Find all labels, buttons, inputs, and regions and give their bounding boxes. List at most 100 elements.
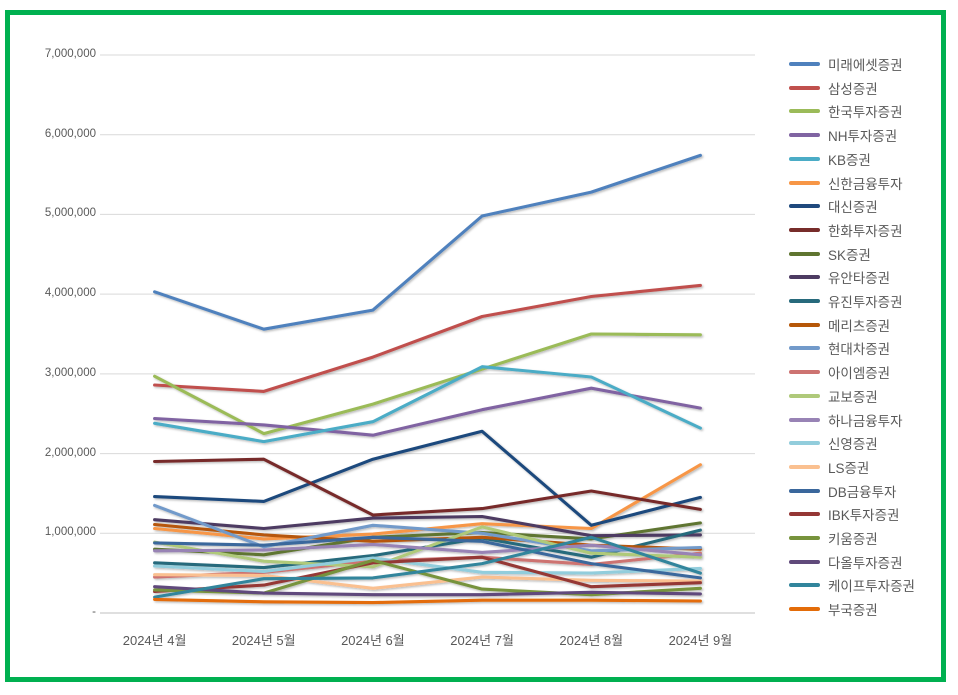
legend-item: 키움증권 xyxy=(789,526,878,550)
legend-label: LS증권 xyxy=(828,460,870,476)
x-tick-label: 2024년 5월 xyxy=(231,633,296,648)
legend-label: 아이엠증권 xyxy=(828,366,891,382)
x-tick-label: 2024년 9월 xyxy=(668,633,733,648)
legend-label: 메리츠증권 xyxy=(828,318,891,334)
series-line xyxy=(153,457,702,517)
legend-item: IBK투자증권 xyxy=(789,502,899,526)
legend-item: 교보증권 xyxy=(789,384,878,408)
legend-swatch-line xyxy=(789,227,820,232)
series-line xyxy=(153,597,702,605)
legend-swatch-line xyxy=(789,85,820,90)
series-line xyxy=(153,535,702,599)
y-tick-label: 7,000,000 xyxy=(44,48,96,60)
legend-label: NH투자증권 xyxy=(828,129,898,145)
legend-item: 하나금융투자 xyxy=(789,408,903,432)
legend-label: 교보증권 xyxy=(828,389,878,405)
legend-swatch-line xyxy=(789,156,820,161)
legend-label: 하나금융투자 xyxy=(828,413,903,429)
legend-swatch-line xyxy=(789,133,820,138)
y-tick-label: 5,000,000 xyxy=(44,207,96,220)
legend-swatch-line xyxy=(789,488,820,493)
legend-item: SK증권 xyxy=(789,242,871,266)
series-line xyxy=(153,535,702,580)
legend-swatch-line xyxy=(789,251,820,256)
legend-item: NH투자증권 xyxy=(789,123,897,147)
legend-item: 현대차증권 xyxy=(789,336,890,360)
legend-item: DB금융투자 xyxy=(789,479,896,503)
y-tick-label: - xyxy=(92,606,96,618)
series-line xyxy=(153,332,702,436)
legend-label: 현대차증권 xyxy=(828,342,891,358)
legend-swatch-line xyxy=(789,62,820,66)
legend-label: 키움증권 xyxy=(828,532,878,547)
legend-item: 부국증권 xyxy=(789,597,878,621)
x-tick-label: 2024년 8월 xyxy=(559,633,624,648)
legend-swatch-line xyxy=(789,180,820,185)
y-tick-label: 2,000,000 xyxy=(44,446,96,459)
legend-swatch-line xyxy=(789,607,820,612)
legend-item: 케이프투자증권 xyxy=(789,573,915,597)
series-lines xyxy=(153,153,702,605)
legend-item: 신영증권 xyxy=(789,431,878,455)
x-tick-label: 2024년 4월 xyxy=(122,633,187,648)
legend-item: 아이엠증권 xyxy=(789,360,890,384)
legend-swatch-line xyxy=(789,299,820,303)
legend-swatch-line xyxy=(789,275,820,280)
legend-item: 대신증권 xyxy=(789,194,878,218)
series-line xyxy=(153,283,702,393)
legend-label: 한국투자증권 xyxy=(828,105,903,121)
y-tick-label: 3,000,000 xyxy=(44,366,96,379)
legend-label: IBK투자증권 xyxy=(828,508,900,524)
series-line xyxy=(153,585,702,597)
series-line xyxy=(153,429,702,527)
legend-label: 케이프투자증권 xyxy=(828,579,915,595)
legend-swatch-line xyxy=(789,370,820,375)
legend-label: 한화투자증권 xyxy=(828,223,903,239)
series-line xyxy=(153,556,702,575)
legend-item: 미래에셋증권 xyxy=(789,52,903,76)
series-line xyxy=(153,555,702,594)
legend-item: LS증권 xyxy=(789,455,869,479)
legend-label: SK증권 xyxy=(828,247,871,263)
legend-item: KB증권 xyxy=(789,147,871,171)
series-line xyxy=(153,386,702,437)
series-line xyxy=(153,542,702,557)
legend-swatch-line xyxy=(789,536,820,540)
legend-item: 신한금융투자 xyxy=(789,171,903,195)
legend-item: 한화투자증권 xyxy=(789,218,903,242)
legend-item: 삼성증권 xyxy=(789,76,878,100)
legend-swatch-line xyxy=(789,204,820,209)
series-line xyxy=(153,365,702,444)
legend-swatch-line xyxy=(789,393,820,398)
legend-label: 다올투자증권 xyxy=(828,555,903,571)
legend-label: 신영증권 xyxy=(828,437,878,453)
series-line xyxy=(153,514,702,538)
legend-swatch-line xyxy=(789,322,820,327)
legend-swatch-line xyxy=(789,464,820,469)
x-tick-label: 2024년 7월 xyxy=(450,633,514,648)
legend-swatch-line xyxy=(789,441,820,446)
y-tick-label: 4,000,000 xyxy=(44,287,96,300)
legend-label: 유안타증권 xyxy=(828,271,891,287)
legend-item: 한국투자증권 xyxy=(789,99,903,123)
y-tick-label: 1,000,000 xyxy=(44,526,96,539)
legend-item: 메리츠증권 xyxy=(789,313,890,337)
legend-label: 대신증권 xyxy=(828,200,878,216)
legend-swatch-line xyxy=(789,583,820,588)
legend-label: 유진투자증권 xyxy=(828,295,903,310)
series-line xyxy=(153,153,702,331)
legend-swatch-line xyxy=(789,109,820,114)
legend-label: DB금융투자 xyxy=(828,484,897,500)
legend-item: 유진투자증권 xyxy=(789,289,903,313)
series-line xyxy=(153,503,702,553)
y-tick-label: 6,000,000 xyxy=(44,127,96,140)
legend-label: 미래에셋증권 xyxy=(828,58,903,73)
legend-item: 유안타증권 xyxy=(789,265,890,289)
legend-label: 신한금융투자 xyxy=(828,176,903,192)
x-tick-label: 2024년 6월 xyxy=(341,633,405,648)
legend-swatch-line xyxy=(789,346,820,351)
legend-label: KB증권 xyxy=(828,152,871,168)
legend-label: 삼성증권 xyxy=(828,81,878,97)
legend-swatch-line xyxy=(789,512,820,517)
